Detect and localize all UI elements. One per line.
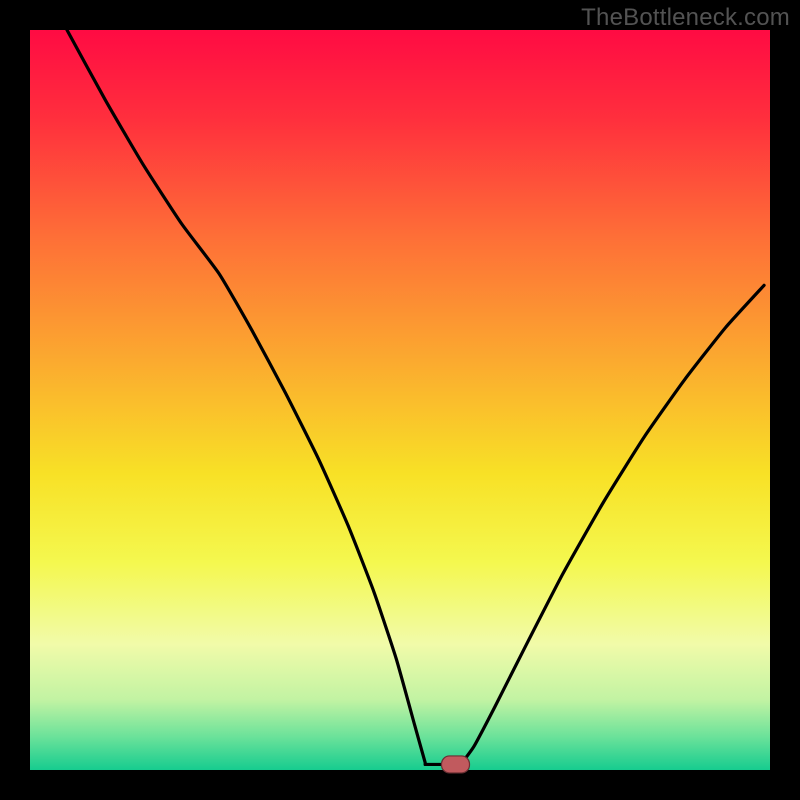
chart-plot-area: [30, 30, 770, 770]
bottleneck-chart: [0, 0, 800, 800]
optimal-point-marker: [442, 756, 470, 773]
watermark-text: TheBottleneck.com: [581, 4, 790, 32]
